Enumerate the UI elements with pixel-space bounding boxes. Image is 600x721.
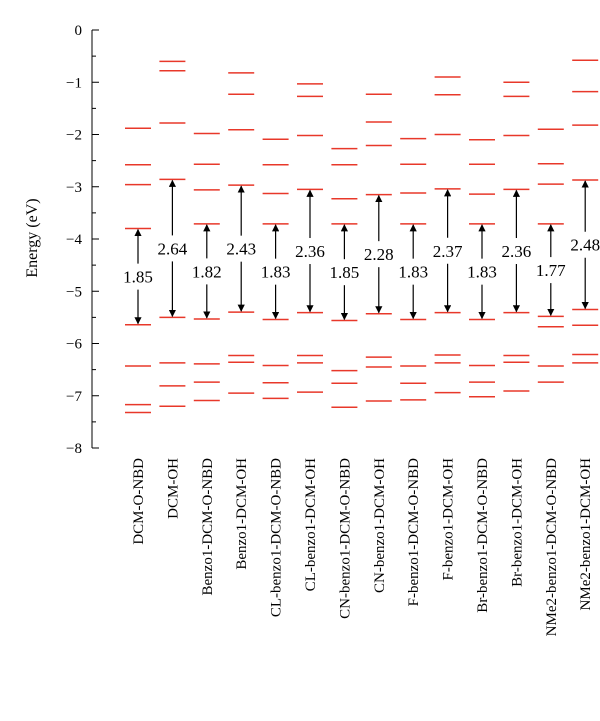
y-tick-label: −5 <box>66 284 82 300</box>
y-tick-label: −2 <box>66 128 82 144</box>
category-label: NMe2-benzo1-DCM-OH <box>578 458 594 611</box>
category-label: CL-benzo1-DCM-O-NBD <box>269 458 285 617</box>
y-tick-label: −7 <box>66 389 82 405</box>
y-tick-label: 0 <box>75 23 83 39</box>
y-tick-label: −3 <box>66 180 82 196</box>
gap-value-label: 1.83 <box>467 263 497 282</box>
y-tick-label: −1 <box>66 75 82 91</box>
category-label: Benzo1-DCM-O-NBD <box>200 458 216 596</box>
category-label: Br-benzo1-DCM-OH <box>509 458 525 587</box>
category-labels: DCM-O-NBD DCM-OH Benzo1-DCM-O-NBD Benzo1-DC… <box>131 458 594 636</box>
gap-value-label: 1.83 <box>398 263 428 282</box>
y-tick-label: −8 <box>66 441 82 457</box>
gap-value-label: 2.28 <box>364 245 394 264</box>
category-label: Benzo1-DCM-OH <box>234 458 250 570</box>
category-label: DCM-O-NBD <box>131 458 147 545</box>
gap-arrows: 1.852.641.822.431.832.361.852.281.832.37… <box>123 179 600 325</box>
category-label: CN-benzo1-DCM-O-NBD <box>337 458 353 619</box>
y-axis-title: Energy (eV) <box>24 198 41 277</box>
category-label: NMe2-benzo1-DCM-O-NBD <box>544 458 560 636</box>
y-tick-label: −6 <box>66 337 82 353</box>
gap-value-label: 2.64 <box>158 239 188 258</box>
gap-value-label: 1.85 <box>330 263 360 282</box>
category-label: CN-benzo1-DCM-OH <box>372 458 388 593</box>
gap-value-label: 2.36 <box>295 242 325 261</box>
energy-levels <box>125 59 599 414</box>
gap-value-label: 2.48 <box>570 236 600 255</box>
y-axis: 0 −1 −2 −3 −4 −5 −6 −7 −8 <box>66 23 99 457</box>
gap-value-label: 1.85 <box>123 268 153 287</box>
gap-value-label: 1.82 <box>192 262 222 281</box>
category-label: DCM-OH <box>165 458 181 519</box>
gap-value-label: 2.43 <box>226 240 256 259</box>
category-label: CL-benzo1-DCM-OH <box>303 458 319 591</box>
category-label: F-benzo1-DCM-OH <box>441 458 457 581</box>
category-label: F-benzo1-DCM-O-NBD <box>406 458 422 606</box>
gap-value-label: 1.77 <box>536 261 566 280</box>
category-label: Br-benzo1-DCM-O-NBD <box>475 458 491 613</box>
gap-value-label: 2.36 <box>502 242 532 261</box>
gap-value-label: 2.37 <box>433 242 463 261</box>
gap-value-label: 1.83 <box>261 263 291 282</box>
y-tick-label: −4 <box>66 232 82 248</box>
